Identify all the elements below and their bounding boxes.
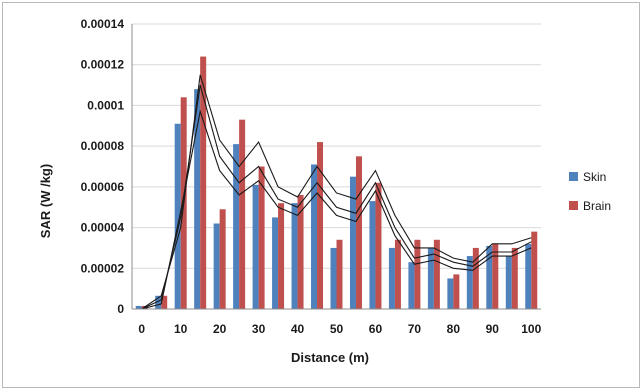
legend: Skin Brain <box>569 170 611 213</box>
y-tick-label: 0.00014 <box>81 17 125 31</box>
bar-brain-35 <box>278 203 285 309</box>
bars <box>135 56 538 310</box>
y-tick-label: 0.0001 <box>87 98 124 112</box>
bar-skin-40 <box>291 203 298 309</box>
x-tick-label: 40 <box>291 322 305 336</box>
bar-skin-70 <box>408 262 415 309</box>
trend-line-3 <box>141 109 532 310</box>
x-tick-label: 100 <box>521 322 541 336</box>
x-tick-label: 50 <box>330 322 344 336</box>
bar-brain-25 <box>239 119 246 309</box>
x-tick-label: 10 <box>174 322 188 336</box>
bar-skin-95 <box>505 256 512 309</box>
bar-skin-65 <box>388 247 395 309</box>
bar-skin-10 <box>174 123 181 309</box>
x-tick-label: 60 <box>369 322 383 336</box>
bar-brain-5 <box>161 295 168 309</box>
x-tick-label: 90 <box>486 322 500 336</box>
bar-brain-90 <box>492 243 499 309</box>
bar-skin-80 <box>447 278 454 309</box>
y-axis-title: SAR (W /kg) <box>38 164 53 238</box>
bar-skin-75 <box>427 247 434 309</box>
y-tick-label: 0 <box>117 302 124 316</box>
bar-brain-95 <box>511 247 518 309</box>
bar-skin-60 <box>369 201 376 309</box>
legend-swatch-brain <box>569 201 578 210</box>
bar-brain-20 <box>219 209 226 309</box>
bar-skin-90 <box>486 245 493 309</box>
bar-skin-25 <box>233 144 240 309</box>
bar-brain-60 <box>375 182 382 309</box>
trend-line-1 <box>141 74 532 310</box>
y-tick-label: 0.00006 <box>81 180 125 194</box>
bar-skin-15 <box>194 89 201 310</box>
x-tick-label: 30 <box>252 322 266 336</box>
bar-brain-70 <box>414 239 421 309</box>
bar-brain-30 <box>258 166 265 309</box>
legend-label-brain: Brain <box>583 199 611 213</box>
y-tick-label: 0.00002 <box>81 261 125 275</box>
x-tick-label: 80 <box>447 322 461 336</box>
bar-skin-55 <box>349 176 356 309</box>
bar-skin-50 <box>330 247 337 309</box>
bar-brain-55 <box>355 156 362 309</box>
bar-skin-45 <box>311 164 318 309</box>
bar-brain-85 <box>472 247 479 309</box>
bar-skin-5 <box>155 295 162 309</box>
bar-skin-35 <box>272 217 279 309</box>
bar-brain-15 <box>200 56 207 310</box>
y-tick-labels: 0 0.00002 0.00004 0.00006 0.00008 0.0001 0.000… <box>81 17 125 316</box>
bar-brain-100 <box>531 231 538 309</box>
bar-brain-65 <box>394 239 401 309</box>
bar-skin-0 <box>135 305 142 309</box>
x-tick-labels: 0 10 20 30 40 50 60 70 80 90 100 <box>138 322 541 336</box>
chart-frame: 0 0.00002 0.00004 0.00006 0.00008 0.0001 0.000… <box>2 2 640 388</box>
bar-brain-45 <box>317 142 324 309</box>
trend-lines <box>141 74 532 310</box>
bar-brain-50 <box>336 239 343 309</box>
bar-skin-100 <box>525 243 532 309</box>
y-tick-label: 0.00012 <box>81 58 125 72</box>
bar-skin-20 <box>213 223 220 309</box>
bar-brain-75 <box>433 239 440 309</box>
x-tick-label: 0 <box>138 322 145 336</box>
trend-line-2 <box>141 84 532 310</box>
x-tick-label: 20 <box>213 322 227 336</box>
legend-label-skin: Skin <box>583 170 606 184</box>
axes <box>131 24 541 310</box>
y-tick-label: 0.00008 <box>81 139 125 153</box>
bar-skin-30 <box>252 184 259 309</box>
bar-brain-40 <box>297 195 304 309</box>
x-axis-title: Distance (m) <box>291 350 369 365</box>
bar-brain-80 <box>453 274 460 309</box>
legend-swatch-skin <box>569 172 578 181</box>
bar-skin-85 <box>466 256 473 309</box>
x-tick-label: 70 <box>408 322 422 336</box>
chart: 0 0.00002 0.00004 0.00006 0.00008 0.0001 0.000… <box>38 17 611 365</box>
y-tick-label: 0.00004 <box>81 221 125 235</box>
